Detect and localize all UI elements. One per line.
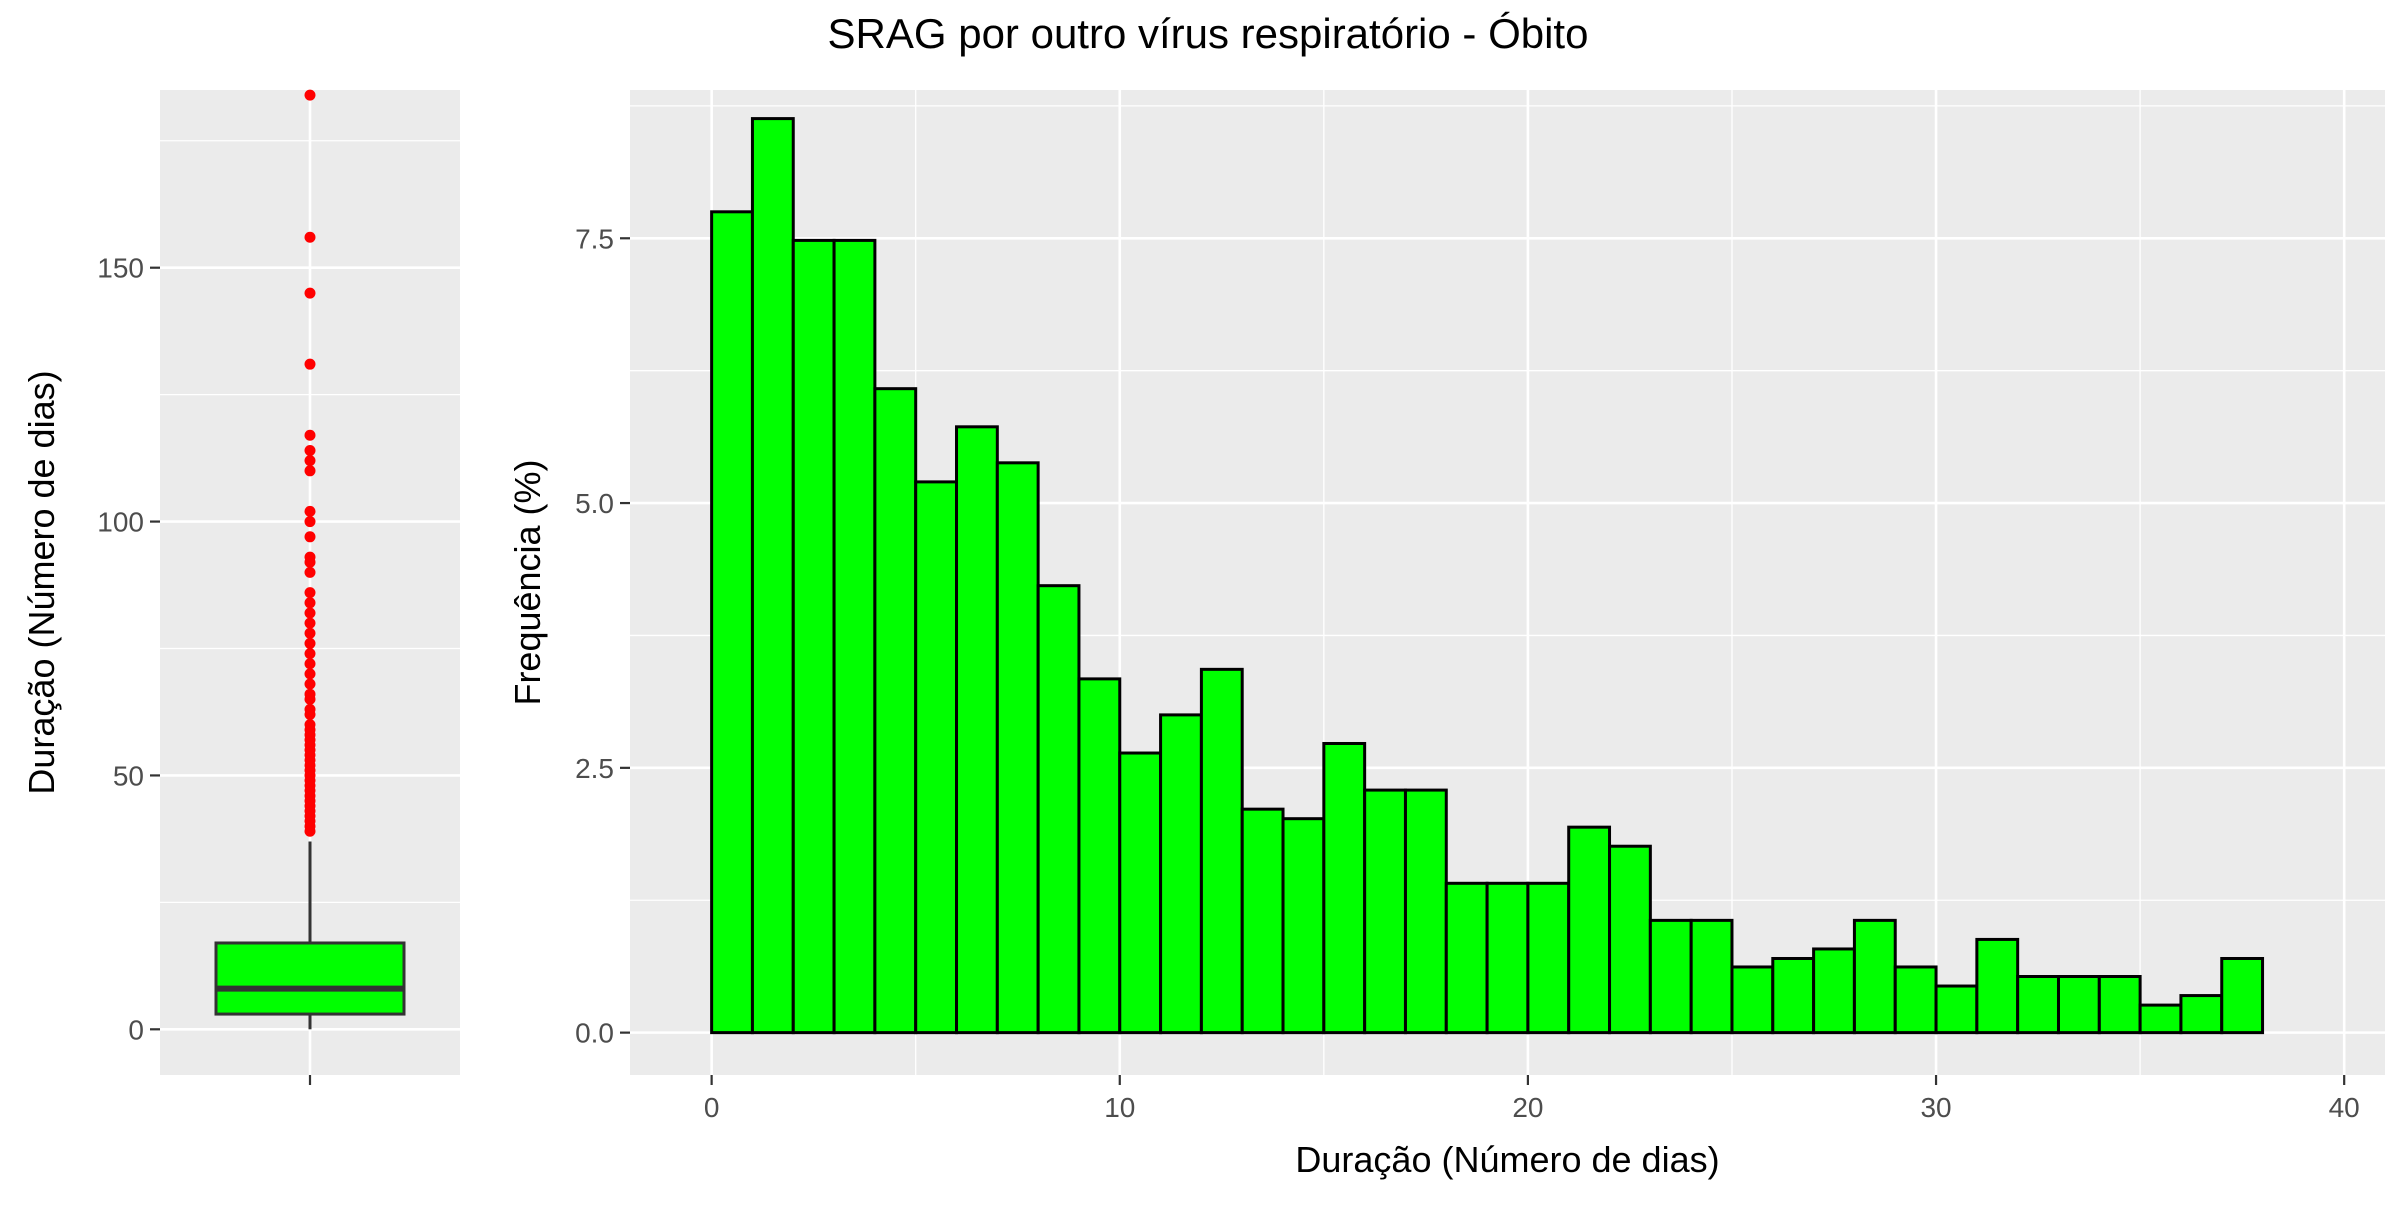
histogram-x-tick-label: 20 <box>1512 1092 1543 1123</box>
boxplot-outlier-point <box>304 551 316 563</box>
histogram-bar <box>2138 1003 2183 1035</box>
histogram-bar <box>873 387 918 1035</box>
boxplot-outlier-point <box>304 637 316 649</box>
histogram-y-tick-label: 2.5 <box>575 753 614 784</box>
boxplot-outlier-point <box>304 566 316 578</box>
boxplot-outlier-point <box>304 429 316 441</box>
boxplot-outlier-point <box>304 597 316 609</box>
histogram-y-tick-label: 0.0 <box>575 1018 614 1049</box>
boxplot-outlier-point <box>304 465 316 477</box>
boxplot-y-tick-label: 150 <box>97 253 144 284</box>
histogram-x-tick-label: 10 <box>1104 1092 1135 1123</box>
histogram-bar <box>1648 918 1693 1035</box>
boxplot-outlier-point <box>304 587 316 599</box>
boxplot-outlier-point <box>304 648 316 660</box>
boxplot-y-tick-label: 0 <box>128 1014 144 1045</box>
boxplot-y-axis-title: Duração (Número de dias) <box>21 370 62 794</box>
histogram-bar <box>1934 984 1979 1035</box>
histogram-y-tick-label: 5.0 <box>575 488 614 519</box>
histogram-x-tick-label: 40 <box>2329 1092 2360 1123</box>
histogram-y-axis-title: Frequência (%) <box>507 459 548 705</box>
histogram-bar <box>1444 881 1489 1035</box>
boxplot-outlier-point <box>304 627 316 639</box>
boxplot-outlier-point <box>304 287 316 299</box>
histogram-bar <box>2016 975 2060 1035</box>
histogram-bar <box>1608 844 1652 1035</box>
histogram-bar <box>1975 937 2020 1035</box>
histogram-bar <box>1526 881 1571 1035</box>
boxplot-outlier-point <box>304 516 316 528</box>
histogram-x-tick-label: 0 <box>704 1092 720 1123</box>
boxplot-outlier-point <box>304 531 316 543</box>
histogram-bar <box>1567 825 1612 1035</box>
boxplot-outlier-point <box>304 688 316 700</box>
boxplot-y-tick-label: 100 <box>97 507 144 538</box>
histogram-panel: 0.0 2.5 5.0 7.5 0 10 20 30 40 Duração (Número de … <box>507 90 2385 1180</box>
histogram-bar <box>1077 677 1122 1035</box>
boxplot-outlier-point <box>304 668 316 680</box>
boxplot-outlier-point <box>304 617 316 629</box>
boxplot-y-tick-label: 50 <box>113 760 144 791</box>
histogram-bar <box>1403 788 1448 1035</box>
boxplot-outlier-point <box>304 505 316 517</box>
histogram-bar <box>1118 751 1163 1035</box>
boxplot-box <box>214 941 406 1016</box>
histogram-bar <box>1812 947 1856 1035</box>
histogram-bar <box>914 480 959 1035</box>
histogram-bar <box>750 117 795 1035</box>
boxplot-outlier-point <box>304 358 316 370</box>
histogram-bar <box>1199 667 1244 1035</box>
histogram-bar <box>1730 965 1775 1035</box>
boxplot-outlier-point <box>304 658 316 670</box>
boxplot-outlier-point <box>304 231 316 243</box>
histogram-bar <box>995 461 1040 1035</box>
histogram-bar <box>1240 807 1285 1035</box>
histogram-bar <box>1771 956 1816 1035</box>
histogram-bar <box>1852 918 1897 1035</box>
histogram-bar <box>1159 713 1203 1035</box>
histogram-bar <box>1322 741 1367 1035</box>
histogram-bar <box>2056 975 2101 1035</box>
histogram-bar <box>1689 918 1734 1035</box>
histogram-x-axis-title: Duração (Número de dias) <box>1295 1139 1719 1180</box>
histogram-bar <box>955 425 999 1035</box>
boxplot-outlier-point <box>304 719 316 731</box>
histogram-bar <box>710 210 754 1035</box>
histogram-x-tick-label: 30 <box>1920 1092 1951 1123</box>
boxplot-outlier-point <box>304 678 316 690</box>
histogram-bar <box>1036 584 1081 1035</box>
boxplot-panel: 0 50 100 150 Duração (Número de dias) <box>21 89 460 1085</box>
histogram-bar <box>2179 994 2224 1035</box>
boxplot-outlier-point <box>304 455 316 467</box>
histogram-bar <box>1363 788 1407 1035</box>
histogram-bar <box>2097 975 2142 1035</box>
chart-title: SRAG por outro vírus respiratório - Óbit… <box>828 10 1589 57</box>
histogram-y-tick-label: 7.5 <box>575 223 614 254</box>
boxplot-outlier-point <box>304 89 316 101</box>
boxplot-outlier-point <box>304 444 316 456</box>
histogram-bar <box>791 238 836 1035</box>
histogram-bar <box>1485 881 1530 1035</box>
boxplot-outlier-point <box>304 703 316 715</box>
histogram-bar <box>2220 956 2265 1035</box>
boxplot-outlier-point <box>304 607 316 619</box>
histogram-bar <box>1893 965 1938 1035</box>
histogram-bar <box>1281 817 1326 1035</box>
histogram-bar <box>832 238 877 1035</box>
